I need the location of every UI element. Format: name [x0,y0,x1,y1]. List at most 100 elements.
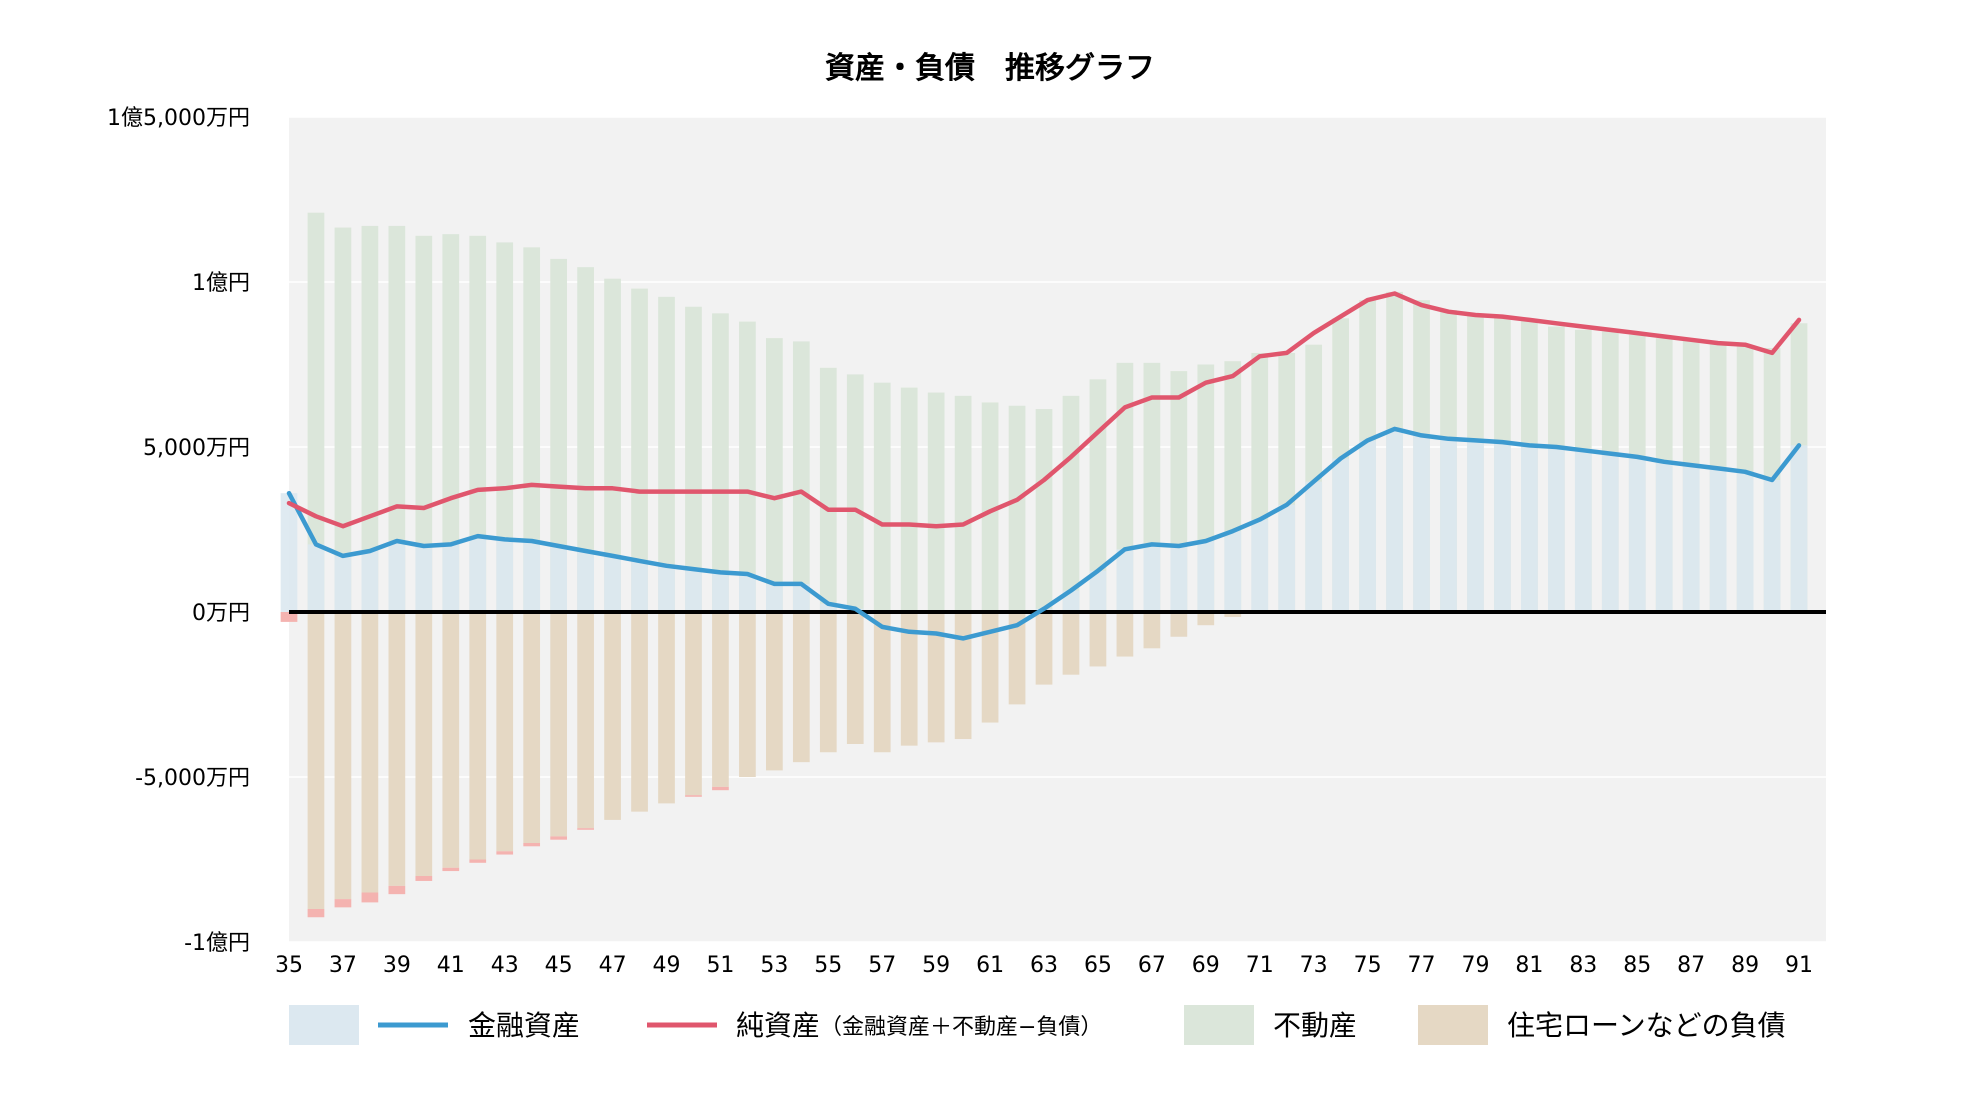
real-estate-bar [334,227,352,613]
financial-assets-bar [523,541,541,612]
x-tick-label: 37 [329,953,357,978]
real-estate-bar [631,288,648,612]
mortgage-bar [792,612,810,763]
financial-assets-bar [361,550,379,612]
legend-real-estate-label: 不動産 [1273,1009,1357,1042]
legend-net-worth-sublabel: （金融資産＋不動産−負債） [820,1015,1102,1040]
other-debt-bar [334,899,352,908]
mortgage-bar [469,612,487,860]
x-tick-label: 91 [1785,953,1813,978]
legend-net-worth-label: 純資産 [736,1009,820,1042]
mortgage-bar [1197,612,1215,626]
financial-assets-bar [334,555,352,612]
financial-assets-bar [819,603,837,612]
financial-assets-bar [496,539,514,612]
financial-assets-bar [1278,504,1296,612]
mortgage-bar [1170,612,1188,637]
real-estate-bar [819,367,837,612]
mortgage-bar [334,612,352,900]
real-estate-bar [442,234,460,612]
other-debt-bar [307,909,325,918]
mortgage-bar [1116,612,1134,657]
mortgage-bar [819,612,837,753]
real-estate-bar [873,382,891,612]
legend-financial-assets-swatch [289,1005,359,1045]
other-debt-bar [415,876,433,881]
financial-assets-bar [1655,461,1673,612]
mortgage-bar [523,612,541,843]
real-estate-bar [900,387,918,612]
financial-assets-bar [1143,544,1161,612]
mortgage-bar [361,612,379,893]
chart-title: 資産・負債 推移グラフ [825,51,1155,86]
mortgage-bar [739,612,756,777]
y-tick-label: 0万円 [192,601,250,626]
financial-assets-bar [1494,442,1511,612]
x-tick-label: 71 [1246,953,1274,978]
real-estate-bar [658,296,675,612]
y-tick-label: -5,000万円 [135,766,250,791]
mortgage-bar [981,612,999,723]
x-tick-label: 81 [1515,953,1543,978]
financial-assets-bar [1574,450,1592,612]
mortgage-bar [658,612,675,804]
financial-assets-bar [1601,453,1619,612]
legend: 金融資産 純資産 （金融資産＋不動産−負債） 不動産 住宅ローンなどの負債 [289,1005,1786,1045]
real-estate-bar [739,321,756,612]
financial-assets-bar [1709,468,1727,612]
x-tick-label: 57 [868,953,896,978]
financial-assets-line [286,426,1802,641]
x-tick-label: 53 [760,953,788,978]
x-tick-label: 65 [1084,953,1112,978]
real-estate-bar [577,267,594,612]
x-axis-ticks: 35 37 39 41 43 45 47 49 51 53 55 57 59 61 63 65 67 69 71 73… [275,953,1813,978]
financial-assets-bar [1089,570,1107,612]
real-estate-bar [469,235,487,613]
financial-assets-bar [388,541,406,612]
real-estate-bar [415,235,433,613]
financial-assets-bar [1413,435,1430,612]
x-tick-label: 47 [599,953,627,978]
gridlines [289,116,1826,943]
financial-assets-bar [1790,445,1808,612]
real-estate-bar [496,242,514,612]
mortgage-bar [415,612,433,876]
financial-assets-bar [604,555,621,612]
other-debt-bar [469,859,487,863]
mortgage-bar [766,612,783,771]
mortgage-bar [712,612,729,787]
x-tick-label: 63 [1030,953,1058,978]
mortgage-bar [442,612,460,868]
x-tick-label: 87 [1677,953,1705,978]
financial-assets-bar [1386,428,1403,612]
financial-assets-bar [415,546,433,612]
mortgage-bar [496,612,514,852]
mortgage-bar [1008,612,1026,705]
real-estate-bar [981,402,999,612]
mortgage-bar [873,612,891,753]
mortgage-bar [604,612,621,820]
mortgage-bar [1089,612,1107,667]
legend-real-estate-swatch [1184,1005,1254,1045]
financial-assets-bar [1467,440,1484,612]
y-axis-ticks: 1億5,000万円 1億円 5,000万円 0万円 -5,000万円 -1億円 [107,106,250,956]
financial-assets-bar [577,550,594,612]
financial-assets-bar [766,583,783,612]
financial-assets-area-layer [280,428,1808,612]
other-debt-bar [442,867,460,872]
lines-layer [286,291,1802,641]
other-debt-bar [523,843,541,847]
financial-assets-bar [712,572,729,612]
financial-assets-bar [1224,531,1242,612]
x-tick-label: 45 [545,953,573,978]
real-estate-bar [604,278,621,612]
mortgage-bar [388,612,406,886]
legend-debt-swatch [1418,1005,1488,1045]
x-tick-label: 73 [1300,953,1328,978]
x-tick-label: 49 [653,953,681,978]
mortgage-bar [927,612,945,743]
other-debt-bar [685,795,702,797]
financial-assets-bar [1116,549,1134,612]
mortgage-bar [846,612,864,744]
